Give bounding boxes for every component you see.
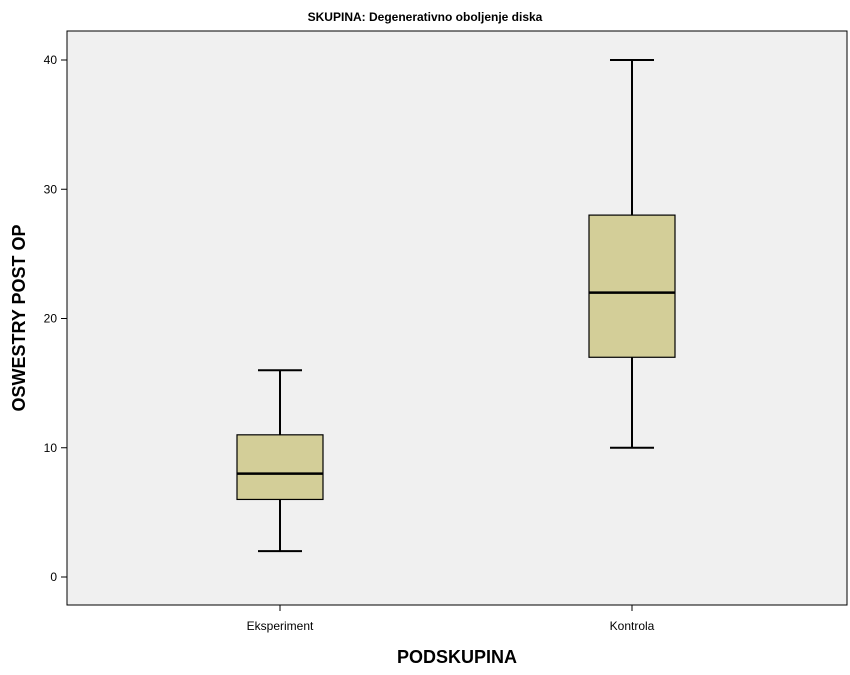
y-tick-label: 20 [44,312,58,326]
box-group [588,59,676,449]
boxes [236,59,676,553]
x-axis-title: PODSKUPINA [397,647,517,667]
x-tick-label: Kontrola [610,619,655,633]
chart-title: SKUPINA: Degenerativno oboljenje diska [308,10,543,24]
box-group [236,369,324,553]
axes: 0 10 20 30 40 Eksperiment Kontrola [44,53,655,633]
plot-area [66,30,848,606]
iqr-box [236,434,324,501]
y-tick-label: 40 [44,53,58,67]
y-tick-label: 30 [44,182,58,196]
y-tick-label: 10 [44,441,58,455]
y-axis-title: OSWESTRY POST OP [9,224,29,411]
iqr-box [588,214,676,358]
x-tick-label: Eksperiment [247,619,314,633]
y-tick-label: 0 [50,570,57,584]
